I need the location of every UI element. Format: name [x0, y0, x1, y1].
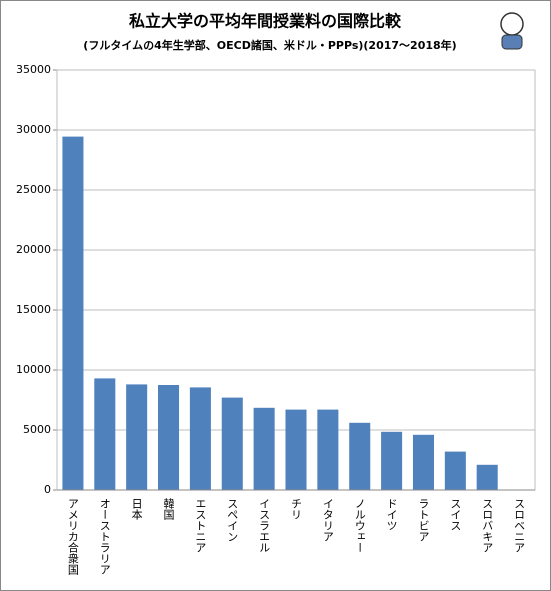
x-tick-label: イスラエル	[258, 498, 271, 553]
bar	[221, 397, 243, 490]
x-tick-label: イタリア	[321, 498, 334, 542]
bar	[381, 431, 403, 490]
mascot	[500, 12, 524, 50]
bar	[94, 378, 116, 490]
x-tick-label: スロベニア	[513, 498, 526, 553]
x-tick-label: スロバキア	[481, 498, 494, 553]
bar	[158, 385, 180, 490]
y-tick-label: 15000	[16, 303, 51, 316]
x-tick-label: ノルウェー	[353, 498, 366, 553]
x-tick-label: チリ	[290, 498, 303, 520]
bar	[285, 409, 307, 490]
bar	[412, 434, 434, 490]
x-tick-label: 日本	[130, 498, 143, 521]
chart-subtitle: (フルタイムの4年生学部、OECD諸国、米ドル・PPPs)(2017～2018年…	[83, 38, 456, 52]
bar	[189, 387, 211, 490]
chart-title: 私立大学の平均年間授業料の国際比較	[129, 12, 402, 31]
y-tick-label: 5000	[23, 423, 51, 436]
y-tick-label: 30000	[16, 123, 51, 136]
y-tick-label: 10000	[16, 363, 51, 376]
bar	[62, 136, 84, 490]
bar	[476, 464, 498, 490]
x-tick-label: スペイン	[226, 498, 239, 542]
x-tick-label: オーストラリア	[98, 498, 111, 575]
x-tick-label: 韓国	[162, 498, 175, 521]
bar	[444, 451, 466, 490]
bar	[253, 407, 275, 490]
x-tick-label: エストニア	[194, 498, 207, 553]
y-tick-label: 25000	[16, 183, 51, 196]
x-tick-label: アメリカ合衆国	[66, 498, 79, 576]
y-tick-label: 35000	[16, 63, 51, 76]
bar	[349, 422, 371, 490]
y-tick-label: 20000	[16, 243, 51, 256]
bar	[126, 384, 148, 490]
x-tick-label: ドイツ	[385, 498, 398, 531]
x-tick-label: スイス	[449, 498, 462, 531]
bar	[317, 409, 339, 490]
y-tick-label: 0	[44, 483, 51, 496]
x-tick-label: ラトビア	[417, 498, 430, 542]
